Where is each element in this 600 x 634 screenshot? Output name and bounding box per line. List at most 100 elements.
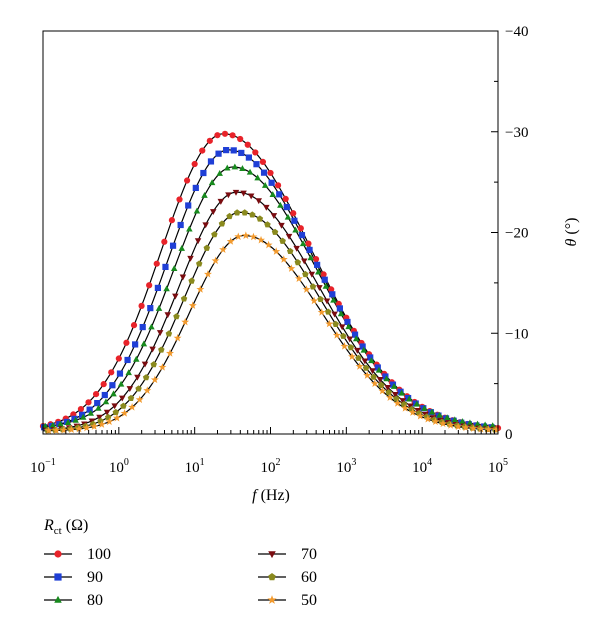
x-tick-label: 104 xyxy=(412,457,432,476)
data-point xyxy=(336,305,343,312)
data-point xyxy=(221,130,229,137)
data-point xyxy=(44,426,53,435)
data-point xyxy=(340,332,347,339)
data-point xyxy=(100,381,107,388)
data-point xyxy=(369,368,376,375)
data-point xyxy=(133,355,140,362)
data-point xyxy=(315,268,322,275)
legend-marker xyxy=(54,550,62,558)
data-point xyxy=(352,335,360,342)
data-point xyxy=(459,418,466,425)
data-point xyxy=(71,415,78,422)
data-point xyxy=(202,222,209,229)
data-point xyxy=(96,414,103,421)
data-point xyxy=(293,245,300,252)
x-tick-label: 100 xyxy=(109,457,129,476)
data-point xyxy=(241,209,248,216)
legend-entry-100: 100 xyxy=(44,546,111,563)
data-point xyxy=(297,225,304,232)
data-point xyxy=(300,258,308,265)
data-point xyxy=(476,424,485,433)
data-point xyxy=(400,401,408,408)
data-point xyxy=(67,425,76,434)
legend-marker xyxy=(54,595,62,603)
data-point xyxy=(164,312,171,319)
legend-marker xyxy=(268,573,276,581)
data-point xyxy=(378,386,387,395)
data-point xyxy=(188,301,197,309)
data-point xyxy=(90,422,99,430)
data-point xyxy=(368,357,375,364)
data-point xyxy=(215,150,222,157)
data-point xyxy=(163,285,170,292)
data-point xyxy=(393,395,400,402)
data-point xyxy=(42,422,49,429)
series-90 xyxy=(41,147,495,431)
legend-entry-80: 80 xyxy=(44,592,103,609)
data-point xyxy=(110,390,117,397)
y-tick-label: 0 xyxy=(505,427,513,443)
data-point xyxy=(285,233,293,240)
series-60 xyxy=(44,209,499,434)
legend-entry-90: 90 xyxy=(44,569,103,586)
data-point xyxy=(234,232,243,241)
data-point xyxy=(231,163,239,170)
data-point xyxy=(104,413,112,421)
data-point xyxy=(277,201,284,208)
data-point xyxy=(165,330,173,337)
data-point xyxy=(49,421,57,428)
data-point xyxy=(125,369,132,376)
data-point xyxy=(398,389,405,396)
data-point xyxy=(183,177,191,184)
data-point xyxy=(376,377,384,383)
data-point xyxy=(78,411,86,418)
data-point xyxy=(416,411,425,420)
data-point xyxy=(97,417,104,424)
data-point xyxy=(443,414,451,421)
data-point xyxy=(177,221,184,229)
data-point xyxy=(126,386,134,392)
data-point xyxy=(224,164,231,171)
data-point xyxy=(308,271,316,278)
data-point xyxy=(309,283,317,290)
data-point xyxy=(72,416,79,423)
data-point xyxy=(247,193,255,200)
legend-marker xyxy=(54,573,62,581)
data-point xyxy=(283,203,290,211)
data-point xyxy=(332,320,339,327)
data-point xyxy=(332,331,341,339)
data-point xyxy=(77,405,85,413)
data-point xyxy=(154,284,161,292)
data-point xyxy=(127,394,135,401)
data-point xyxy=(112,408,120,416)
data-point xyxy=(188,277,195,284)
data-point xyxy=(385,389,393,396)
data-point xyxy=(86,406,93,413)
data-point xyxy=(385,393,394,401)
data-point xyxy=(195,260,203,267)
data-point xyxy=(142,374,150,381)
data-point xyxy=(348,352,356,361)
data-point xyxy=(206,137,213,144)
x-tick-label: 101 xyxy=(185,457,205,476)
data-point xyxy=(454,422,463,431)
data-point xyxy=(225,192,232,199)
legend-label: 100 xyxy=(87,546,111,563)
data-point xyxy=(294,274,303,283)
data-point xyxy=(207,158,215,165)
data-point xyxy=(253,161,260,168)
data-point xyxy=(413,400,421,407)
data-point xyxy=(294,259,302,266)
data-point xyxy=(363,371,372,379)
data-point xyxy=(255,198,262,205)
data-point xyxy=(173,333,182,342)
data-point xyxy=(399,398,407,404)
data-point xyxy=(209,209,217,215)
data-point xyxy=(200,169,207,177)
data-point xyxy=(436,411,443,418)
data-point xyxy=(158,363,167,371)
data-point xyxy=(257,235,265,244)
data-point xyxy=(367,354,374,361)
data-point xyxy=(191,160,198,168)
data-point xyxy=(489,422,496,429)
